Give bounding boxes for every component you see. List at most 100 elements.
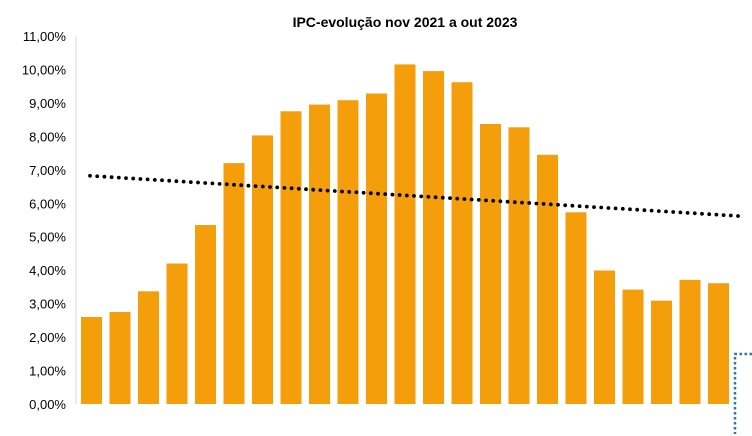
- trendline-dot: [592, 205, 596, 210]
- trendline-dot: [505, 199, 510, 204]
- trendline-dot: [541, 202, 546, 206]
- trendline-dot: [383, 192, 388, 197]
- trendline-dot: [599, 205, 604, 210]
- bar: [366, 93, 387, 404]
- trendline-dot: [145, 177, 150, 182]
- bar: [309, 104, 330, 404]
- trendline-dot: [498, 199, 503, 204]
- trendline-dot: [433, 195, 438, 200]
- trendline-dot: [700, 211, 704, 216]
- bar: [280, 111, 302, 405]
- trendline-dot: [196, 180, 200, 185]
- trendline-dot: [404, 193, 409, 198]
- trendline-dot: [628, 207, 632, 212]
- trendline-dot: [527, 201, 532, 205]
- y-tick-label: 2,00%: [29, 330, 66, 345]
- trendline-dot: [484, 198, 488, 203]
- trendline-dot: [95, 174, 100, 179]
- trendline-dot: [512, 200, 517, 205]
- trendline-dot: [584, 204, 589, 209]
- trendline-dot: [728, 213, 733, 218]
- bars: [81, 64, 729, 405]
- bar: [679, 279, 701, 404]
- y-tick-label: 0,00%: [29, 397, 66, 412]
- trendline-dot: [455, 196, 460, 201]
- trendline-dot: [109, 175, 114, 180]
- bar: [252, 135, 273, 404]
- y-tick-label: 10,00%: [22, 62, 67, 77]
- bar: [565, 212, 587, 404]
- trendline-dot: [289, 186, 294, 191]
- trendline-dot: [563, 203, 568, 208]
- trendline-dot: [124, 176, 128, 181]
- trendline-dot: [440, 195, 445, 200]
- bar: [166, 263, 188, 404]
- callout-border: [733, 352, 752, 434]
- trendline-dot: [102, 174, 107, 179]
- trendline-dot: [664, 209, 668, 214]
- y-axis-ticks: 0,00% 1,00% 2,00% 3,00% 4,00% 5,00% 6,00% 7,00%…: [22, 29, 67, 412]
- trendline-dot: [361, 190, 366, 195]
- trendline-dot: [188, 180, 193, 185]
- trendline-dot: [131, 176, 136, 181]
- trendline-dot: [469, 197, 474, 202]
- trendline-dot: [570, 203, 575, 208]
- trendline-dot: [354, 190, 359, 195]
- trendline-dot: [246, 183, 251, 188]
- trendline-dot: [736, 214, 740, 218]
- bar: [138, 291, 159, 404]
- trendline-dot: [304, 187, 308, 192]
- y-tick-label: 3,00%: [29, 297, 66, 312]
- trendline-dot: [275, 185, 280, 190]
- trendline-dot: [152, 178, 157, 182]
- bar: [708, 283, 729, 404]
- y-tick-label: 11,00%: [23, 29, 67, 44]
- trendline-dot: [491, 198, 496, 203]
- bar: [508, 127, 530, 405]
- trendline-dot: [160, 178, 164, 183]
- trendline-dot: [613, 206, 618, 211]
- trendline-dot: [721, 213, 726, 218]
- trendline-dot: [671, 210, 676, 214]
- trendline-dot: [642, 208, 647, 213]
- trendline-dot: [260, 184, 265, 189]
- trendline-dot: [462, 197, 467, 201]
- trendline-dot: [620, 206, 625, 211]
- trendline-dot: [520, 200, 524, 205]
- bar: [651, 300, 672, 404]
- trendline-dot: [685, 211, 690, 215]
- trendline: [88, 173, 740, 218]
- trendline-dot: [390, 192, 395, 197]
- trendline-dot: [534, 201, 539, 206]
- trendline-dot: [282, 186, 287, 190]
- y-tick-label: 5,00%: [29, 230, 66, 245]
- trendline-dot: [448, 196, 452, 201]
- trendline-dot: [556, 202, 560, 207]
- y-tick-label: 9,00%: [29, 96, 66, 111]
- trendline-dot: [412, 194, 416, 198]
- trendline-dot: [426, 194, 431, 199]
- trendline-dot: [340, 189, 344, 194]
- trendline-dot: [649, 208, 654, 213]
- bar: [337, 100, 359, 404]
- trendline-dot: [174, 179, 179, 184]
- y-tick-label: 1,00%: [29, 364, 66, 379]
- trendline-dot: [714, 212, 719, 217]
- y-tick-label: 8,00%: [29, 129, 66, 144]
- trendline-dot: [419, 194, 424, 199]
- y-tick-label: 4,00%: [29, 263, 66, 278]
- bar: [223, 163, 245, 404]
- trendline-dot: [224, 182, 229, 187]
- trendline-dot: [311, 187, 316, 192]
- bar: [537, 154, 558, 404]
- bar: [594, 270, 615, 404]
- trendline-dot: [368, 191, 373, 196]
- trendline-dot: [656, 209, 661, 214]
- bar: [109, 312, 131, 404]
- trendline-dot: [635, 207, 640, 212]
- chart-title: IPC-evolução nov 2021 a out 2023: [293, 14, 518, 30]
- y-tick-label: 6,00%: [29, 196, 66, 211]
- trendline-dot: [232, 182, 236, 187]
- trendline-dot: [116, 175, 121, 180]
